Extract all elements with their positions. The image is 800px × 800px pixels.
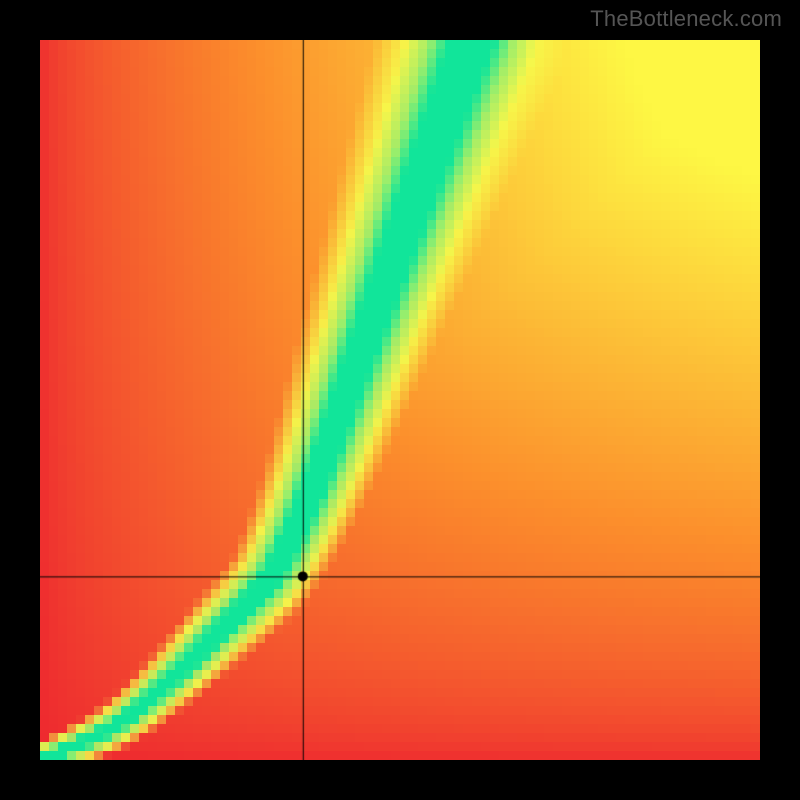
watermark-text: TheBottleneck.com	[590, 6, 782, 32]
crosshair-overlay	[40, 40, 760, 760]
figure-wrapper: TheBottleneck.com	[0, 0, 800, 800]
